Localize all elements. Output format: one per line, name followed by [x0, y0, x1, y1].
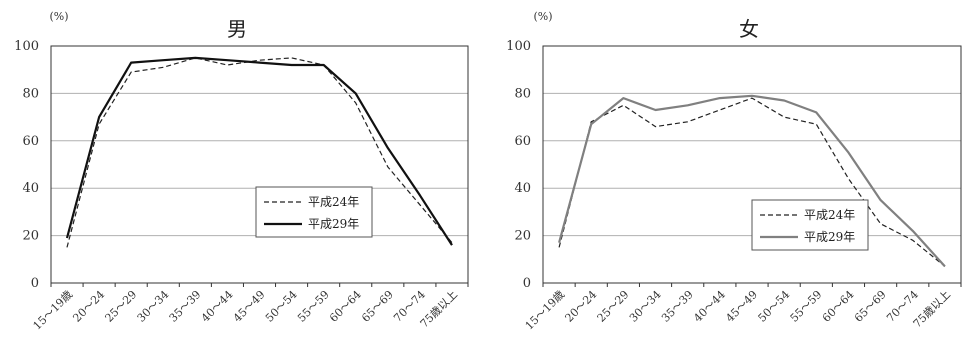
x-tick-label: 60～64 [820, 288, 857, 325]
x-tick-label: 40～44 [691, 288, 728, 325]
x-tick-label: 60～64 [327, 288, 364, 325]
y-tick-label: 80 [514, 86, 531, 101]
legend-label: 平成29年 [308, 217, 359, 231]
y-axis-unit-label: (%) [533, 10, 552, 23]
y-tick-label: 60 [514, 134, 531, 149]
x-tick-label: 65～69 [359, 288, 396, 325]
y-tick-label: 20 [514, 229, 531, 244]
y-tick-label: 100 [506, 39, 531, 54]
x-tick-label: 25～29 [103, 288, 140, 325]
y-tick-label: 60 [22, 134, 39, 149]
plot-area-border [50, 45, 469, 284]
chart-panel-male: 0 20 40 60 80 100 15～19歳 20～24 25～29 30～34 35～39 40… [14, 10, 469, 333]
chart-panel-female: 0 20 40 60 80 100 15～19歳 20～24 25～29 30～34 35～39 40… [484, 0, 968, 342]
x-tick-label: 15～19歳 [31, 288, 76, 333]
x-tick-label: 35～39 [167, 288, 204, 325]
legend-label: 平成29年 [804, 230, 855, 244]
x-tick-label: 30～34 [627, 288, 664, 325]
series-line-h24 [66, 57, 453, 248]
series-line-h29 [558, 94, 946, 268]
plot-area-border [542, 45, 962, 284]
x-tick-label: 50～54 [263, 288, 300, 325]
chart-title: 男 [227, 17, 247, 41]
y-tick-label: 0 [31, 276, 39, 291]
y-axis-unit-label: (%) [49, 10, 68, 23]
x-tick-label: 25～29 [595, 288, 632, 325]
series-line-h29 [65, 56, 453, 246]
x-tick-label: 30～34 [135, 288, 172, 325]
x-tick-label: 40～44 [199, 288, 236, 325]
x-tick-label: 35～39 [659, 288, 696, 325]
legend-box [255, 186, 373, 238]
chart-title: 女 [739, 17, 759, 41]
x-tick-label: 55～59 [788, 288, 825, 325]
y-tick-label: 80 [22, 86, 39, 101]
legend-box [751, 199, 869, 251]
legend-label: 平成24年 [308, 195, 359, 209]
x-tick-label: 20～24 [563, 288, 600, 325]
x-tick-label: 50～54 [756, 288, 793, 325]
x-tick-label: 55～59 [295, 288, 332, 325]
y-tick-label: 0 [523, 276, 531, 291]
series-line-h24 [558, 97, 946, 267]
y-tick-label: 40 [22, 181, 39, 196]
y-tick-label: 40 [514, 181, 531, 196]
x-tick-label: 45～49 [723, 288, 760, 325]
line-chart-male: 0 20 40 60 80 100 15～19歳20～2425～2930～3435～3940… [14, 10, 469, 333]
x-tick-label: 65～69 [852, 288, 889, 325]
x-tick-label: 15～19歳 [523, 288, 568, 333]
line-chart-female: 0 20 40 60 80 100 15～19歳20～2425～2930～3435～3940… [506, 10, 962, 333]
y-tick-label: 100 [14, 39, 39, 54]
y-tick-label: 20 [22, 229, 39, 244]
x-tick-label: 20～24 [70, 288, 107, 325]
legend-label: 平成24年 [804, 208, 855, 222]
x-tick-label: 45～49 [231, 288, 268, 325]
